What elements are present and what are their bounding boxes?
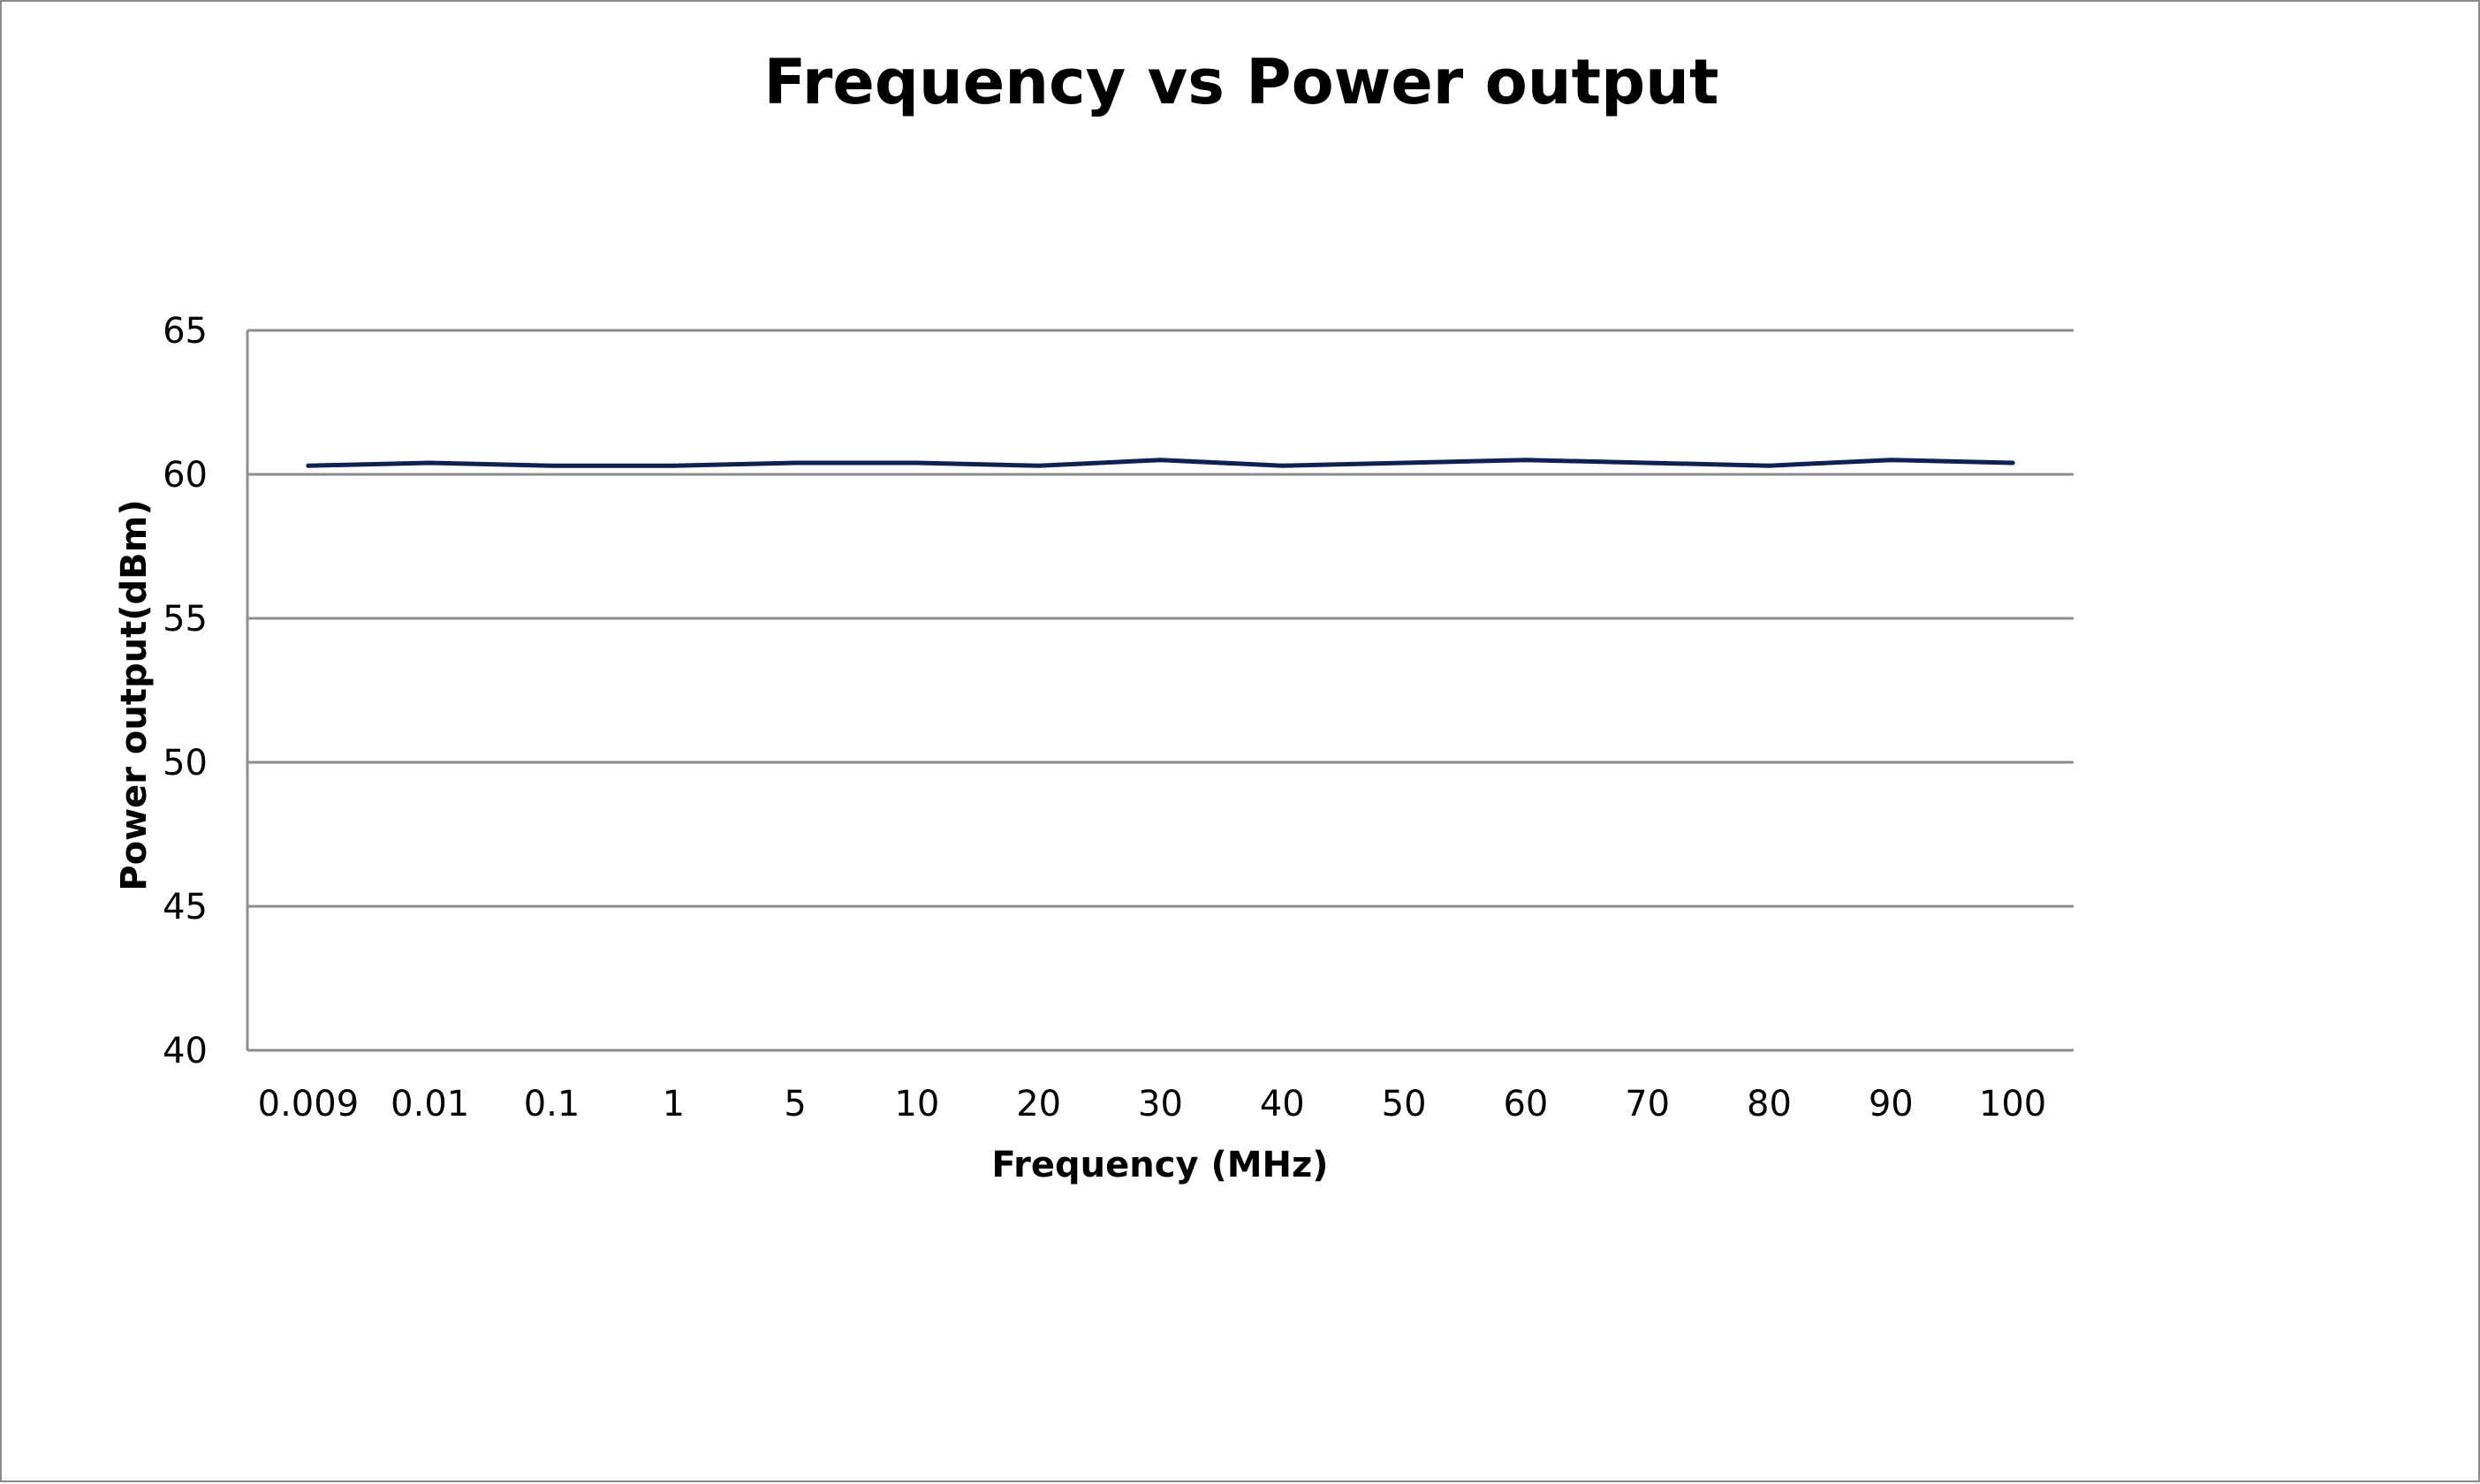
chart-title: Frequency vs Power output [764,46,1719,118]
data-point [1523,458,1528,463]
x-tick-label: 5 [784,1084,806,1124]
x-tick-label: 0.1 [524,1084,580,1124]
gridlines [247,329,2074,908]
series-layer [306,458,2015,468]
data-point [550,463,554,468]
data-point [1158,458,1163,463]
y-tick-label: 60 [163,455,208,496]
data-point [1767,463,1771,468]
x-tick-label: 80 [1747,1084,1792,1124]
x-tick-label: 100 [1979,1084,2046,1124]
data-point [914,460,920,466]
x-tick-label: 1 [663,1084,685,1124]
x-tick-label: 90 [1869,1084,1914,1124]
data-point [306,463,311,468]
data-point [2010,460,2015,466]
y-axis-title: Power output(dBm) [114,499,155,890]
y-tick-label: 45 [163,887,208,928]
y-tick-labels: 40 45 50 55 60 65 [163,311,208,1071]
data-point [1645,460,1650,466]
data-point [671,463,676,468]
x-tick-label: 40 [1260,1084,1305,1124]
axes [246,330,2074,1052]
y-tick-label: 65 [163,311,208,352]
x-tick-label: 60 [1503,1084,1548,1124]
x-tick-label: 50 [1382,1084,1427,1124]
x-tick-label: 0.01 [391,1084,469,1124]
data-point [793,460,798,466]
data-point [428,460,433,466]
x-tick-label: 20 [1016,1084,1061,1124]
x-tick-label: 0.009 [258,1084,360,1124]
x-tick-label: 70 [1625,1084,1670,1124]
x-tick-label: 10 [894,1084,939,1124]
y-tick-label: 40 [163,1031,208,1071]
x-tick-labels: 0.009 0.01 0.1 1 5 10 20 30 40 50 60 70 80 90 100 [258,1084,2047,1124]
x-axis-title: Frequency (MHz) [991,1145,1328,1185]
data-point [1401,460,1407,466]
y-tick-label: 50 [163,743,208,784]
data-point [1036,463,1042,468]
data-point [1279,463,1285,468]
x-tick-label: 30 [1138,1084,1183,1124]
y-tick-label: 55 [163,599,208,640]
data-point [1888,458,1893,463]
